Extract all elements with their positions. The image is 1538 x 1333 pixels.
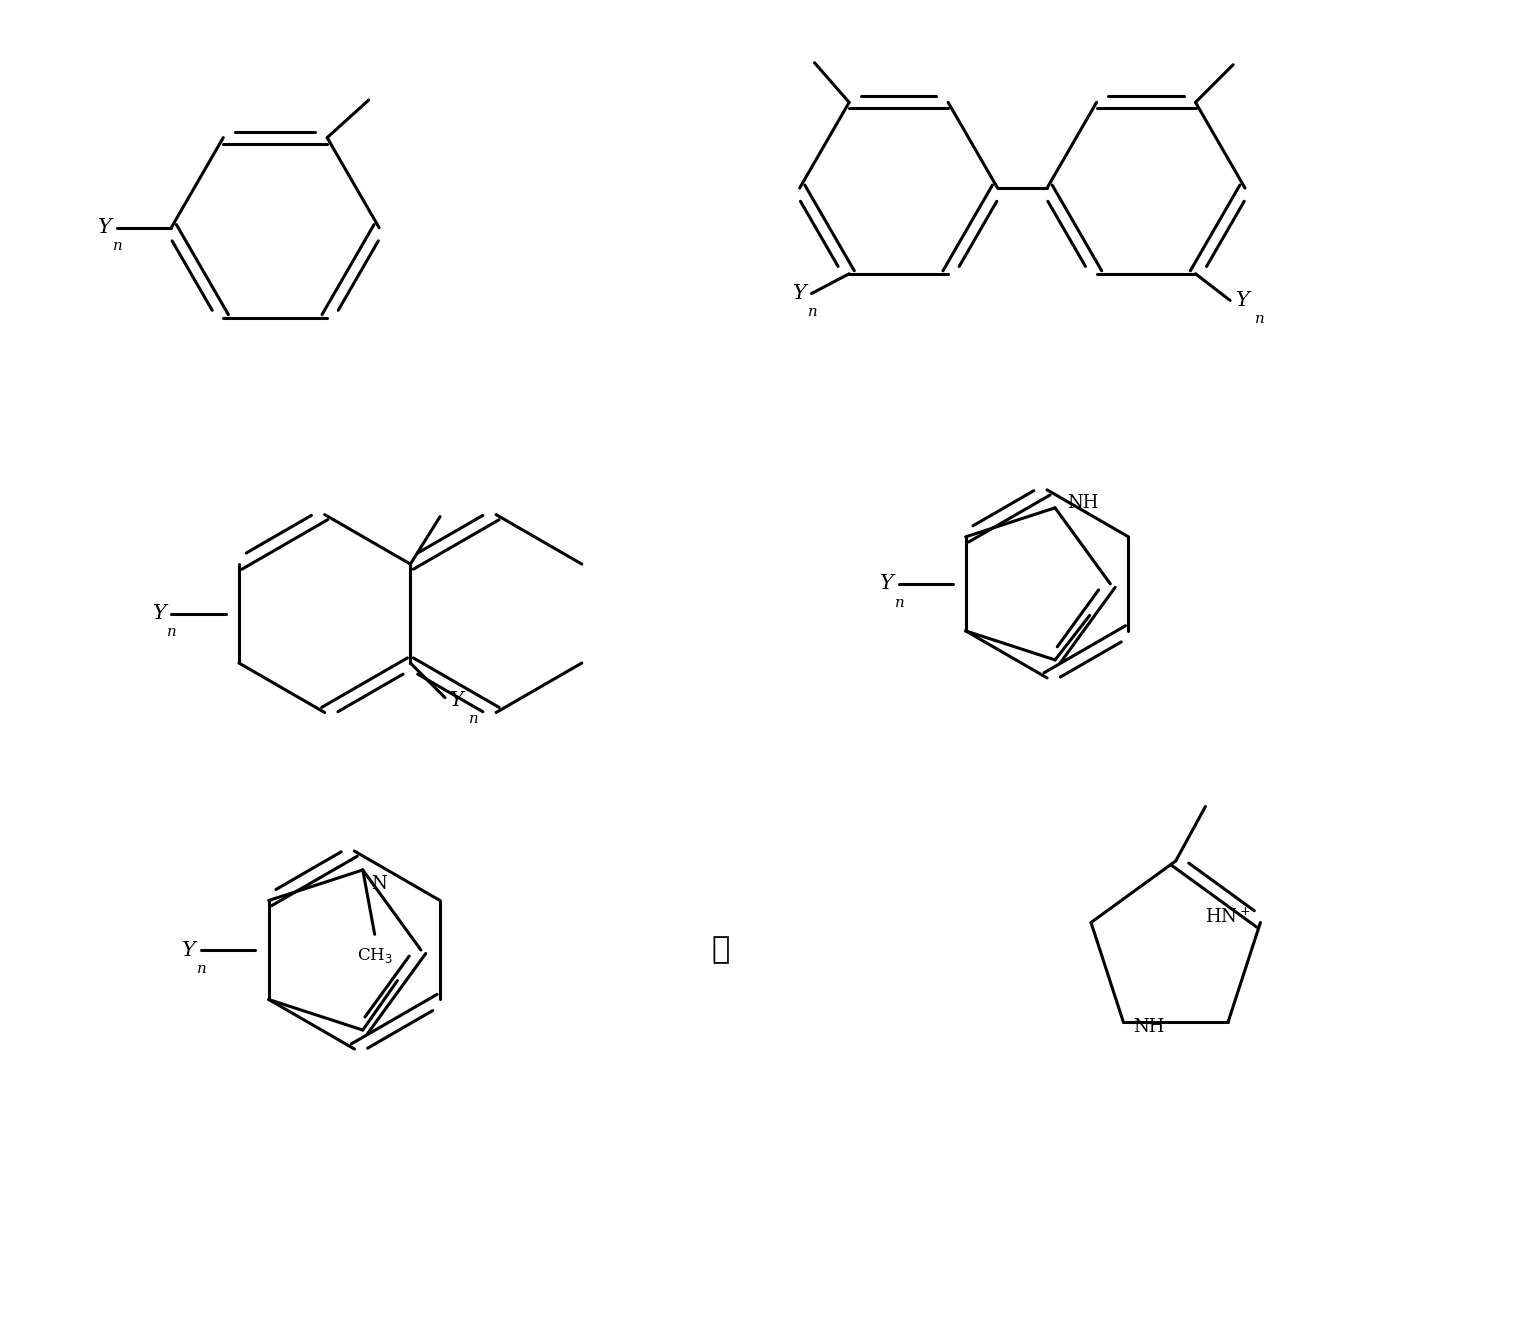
Text: HN$^+$: HN$^+$ <box>1206 908 1250 928</box>
Text: Y: Y <box>794 284 806 303</box>
Text: Y: Y <box>183 941 195 960</box>
Text: Y: Y <box>98 219 112 237</box>
Text: n: n <box>168 625 177 640</box>
Text: N: N <box>371 874 386 893</box>
Text: n: n <box>1255 312 1264 327</box>
Text: Y: Y <box>1237 291 1250 311</box>
Text: Y: Y <box>880 575 894 593</box>
Text: 和: 和 <box>712 936 729 965</box>
Text: NH: NH <box>1134 1018 1164 1036</box>
Text: Y: Y <box>451 690 464 710</box>
Text: CH$_3$: CH$_3$ <box>357 946 392 965</box>
Text: Y: Y <box>152 604 166 623</box>
Text: NH: NH <box>1067 493 1098 512</box>
Text: n: n <box>197 962 206 976</box>
Text: n: n <box>895 596 904 609</box>
Text: n: n <box>469 712 478 726</box>
Text: n: n <box>807 305 817 320</box>
Text: n: n <box>112 240 123 253</box>
